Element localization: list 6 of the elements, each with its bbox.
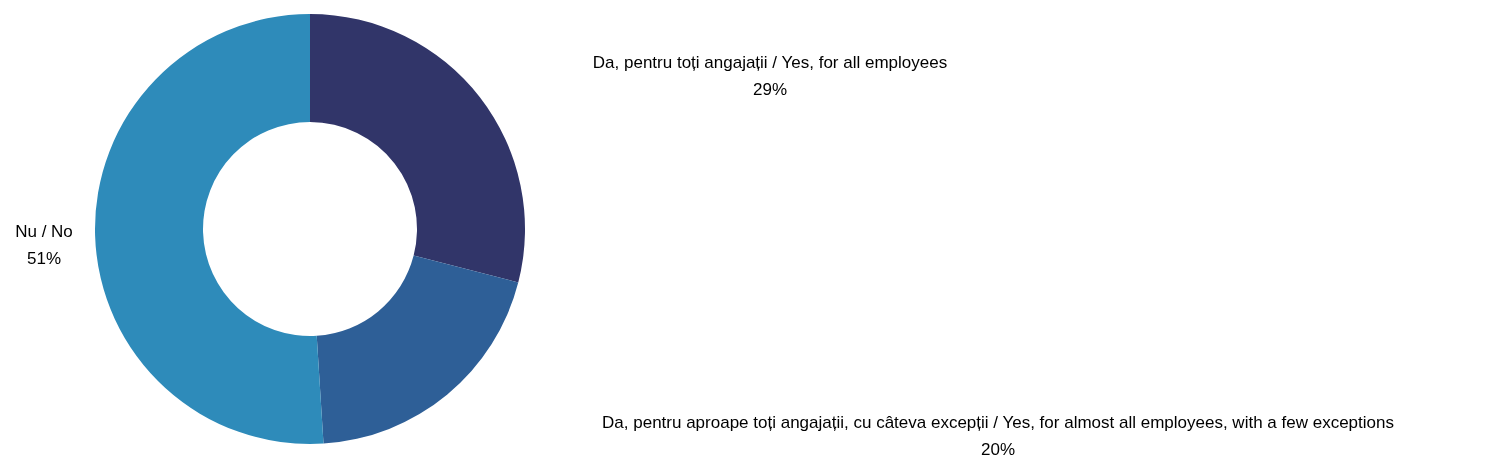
slice-label: Da, pentru aproape toți angajații, cu câteva excepții / Yes, for almost all employees, with a few exceptions [602, 413, 1394, 432]
data-label: 20% [980, 440, 1016, 459]
data-label: 51% [26, 249, 62, 268]
data-label: 29% [752, 80, 788, 99]
slice-label: Da, pentru toți angajații / Yes, for all employees [592, 53, 948, 72]
slice-label: Nu / No [15, 222, 73, 241]
